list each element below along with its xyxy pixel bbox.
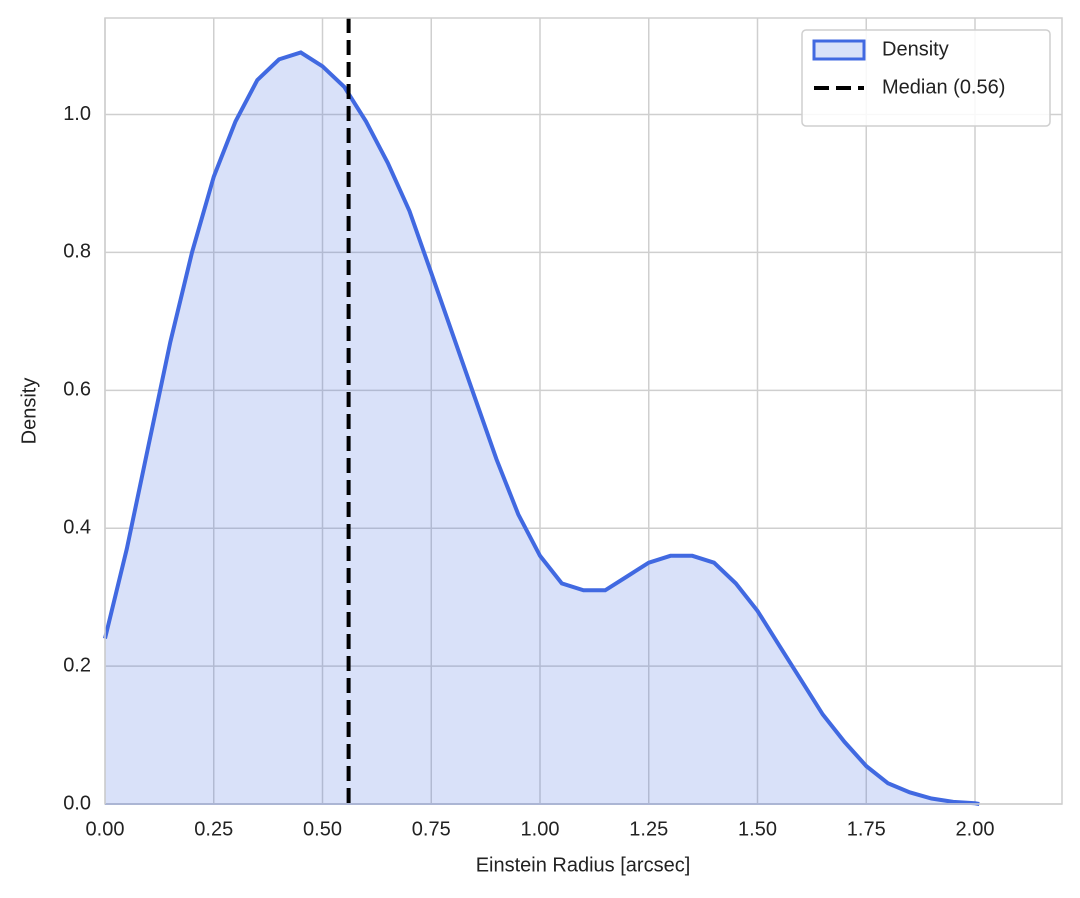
legend-label: Density xyxy=(882,38,949,60)
x-tick-label: 1.00 xyxy=(521,818,560,840)
legend: Density Median (0.56) xyxy=(801,29,1051,127)
y-tick-label: 1.0 xyxy=(63,103,91,125)
x-tick-label: 2.00 xyxy=(956,818,995,840)
y-axis-label: Density xyxy=(18,378,40,445)
y-tick-label: 0.6 xyxy=(63,379,91,401)
x-tick-label: 0.25 xyxy=(194,818,233,840)
plot-area xyxy=(105,18,1062,804)
legend-label: Median (0.56) xyxy=(882,76,1005,98)
legend-swatch xyxy=(812,39,866,61)
plot-frame xyxy=(104,17,1063,805)
x-axis-label: Einstein Radius [arcsec] xyxy=(476,854,691,876)
y-tick-label: 0.4 xyxy=(63,516,91,538)
x-tick-label: 1.75 xyxy=(847,818,886,840)
x-tick-label: 0.75 xyxy=(412,818,451,840)
y-tick-label: 0.8 xyxy=(63,241,91,263)
x-tick-label: 0.50 xyxy=(303,818,342,840)
x-tick-label: 1.50 xyxy=(738,818,777,840)
y-tick-label: 0.0 xyxy=(63,792,91,814)
x-tick-label: 0.00 xyxy=(86,818,125,840)
density-line xyxy=(103,50,980,806)
y-tick-label: 0.2 xyxy=(63,654,91,676)
x-tick-label: 1.25 xyxy=(629,818,668,840)
